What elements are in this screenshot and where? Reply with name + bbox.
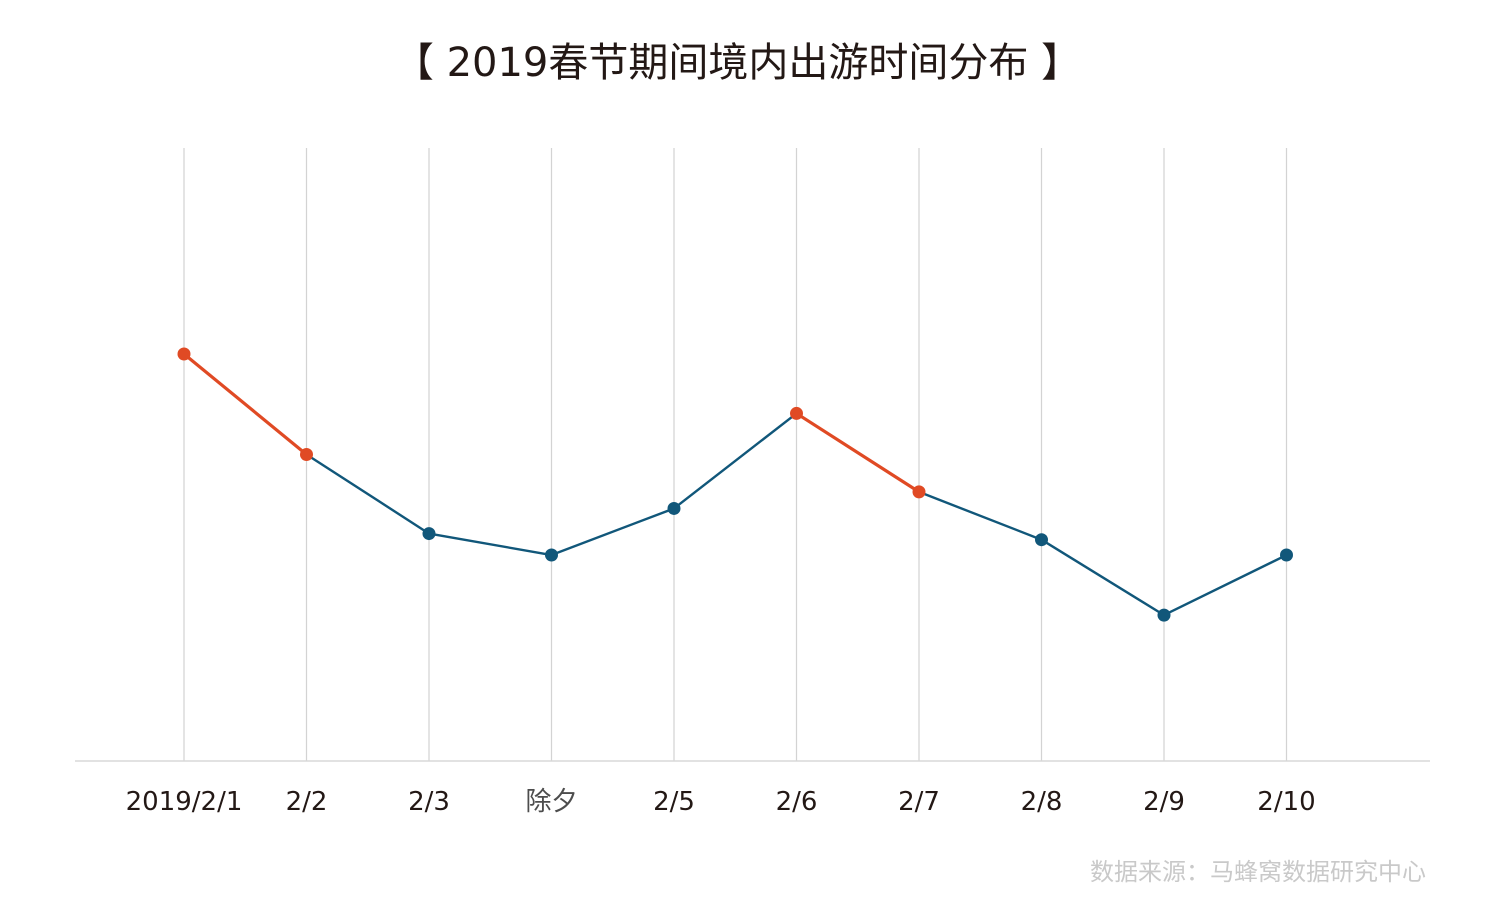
line-segment bbox=[1162, 553, 1288, 617]
data-point bbox=[177, 347, 191, 361]
data-point bbox=[300, 448, 313, 461]
highlight-segment bbox=[182, 352, 309, 457]
line-segment bbox=[1040, 538, 1166, 617]
data-point bbox=[545, 548, 558, 562]
x-tick-label: 2/8 bbox=[1021, 787, 1063, 817]
x-tick-label: 2/10 bbox=[1257, 787, 1315, 817]
data-point bbox=[422, 527, 436, 541]
line-segment bbox=[305, 453, 431, 535]
x-tick-label: 2019/2/1 bbox=[126, 787, 243, 817]
line-segment bbox=[427, 532, 553, 557]
x-tick-label: 2/6 bbox=[776, 787, 818, 817]
x-tick-label: 除夕 bbox=[525, 787, 577, 817]
x-tick-label: 2/9 bbox=[1143, 787, 1185, 817]
data-point bbox=[1035, 533, 1048, 547]
data-point bbox=[1280, 548, 1293, 562]
line-segment bbox=[550, 507, 676, 557]
x-tick-label: 2/7 bbox=[898, 787, 940, 817]
highlight-segment bbox=[794, 411, 921, 494]
x-tick-label: 2/3 bbox=[408, 787, 450, 817]
x-tick-label: 2/2 bbox=[286, 787, 328, 817]
line-segment bbox=[672, 412, 798, 510]
x-tick-labels: 2019/2/1 2/2 2/3 除夕 2/5 2/6 2/7 2/8 2/9 2/10 bbox=[126, 787, 1316, 817]
series-points bbox=[177, 347, 1293, 622]
line-segment bbox=[917, 490, 1043, 541]
x-tick-label: 2/5 bbox=[653, 787, 695, 817]
data-point bbox=[1157, 608, 1171, 622]
chart-title: 【 2019春节期间境内出游时间分布 】 bbox=[393, 40, 1082, 86]
data-source-note: 数据来源：马蜂窝数据研究中心 bbox=[1090, 858, 1426, 886]
gridlines bbox=[183, 148, 1288, 761]
data-point bbox=[912, 485, 926, 499]
data-point bbox=[790, 406, 803, 420]
data-point bbox=[667, 501, 681, 515]
series-lines bbox=[182, 352, 1288, 617]
